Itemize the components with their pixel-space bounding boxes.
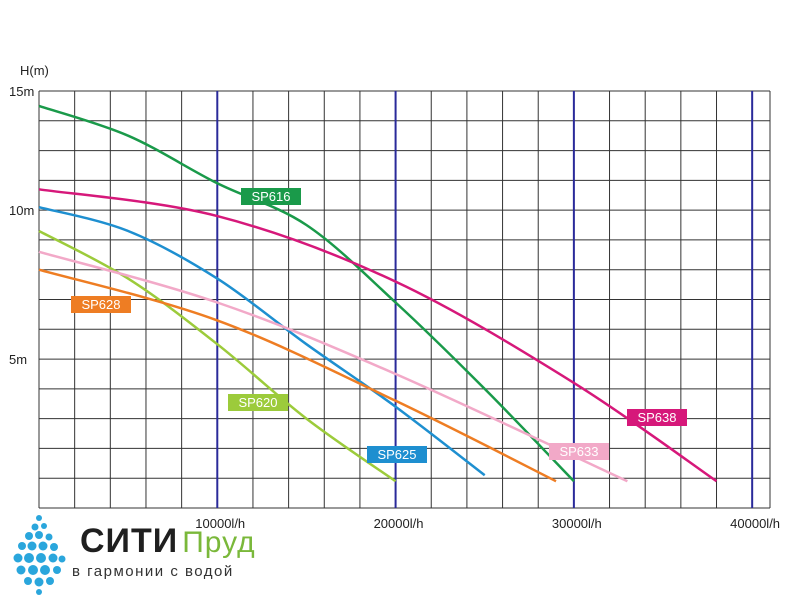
series-label-sp638: SP638 xyxy=(637,410,676,425)
series-label-sp633: SP633 xyxy=(559,444,598,459)
series-curves xyxy=(38,104,718,483)
series-label-sp620: SP620 xyxy=(238,395,277,410)
series-line-sp616 xyxy=(38,104,575,483)
series-label-bg-sp616 xyxy=(241,188,301,205)
series-line-sp625 xyxy=(38,205,486,477)
series-label-bg-sp628 xyxy=(71,296,131,313)
y-tick-label: 15m xyxy=(9,84,34,99)
series-line-sp633 xyxy=(38,250,628,483)
x-tick-label: 20000l/h xyxy=(374,516,424,531)
series-line-sp620 xyxy=(38,229,397,483)
series-labels: SP616 SP638 SP625 SP620 SP633 SP628 xyxy=(71,188,687,463)
grid xyxy=(38,90,771,509)
series-label-bg-sp620 xyxy=(228,394,288,411)
x-tick-label: 10000l/h xyxy=(195,516,245,531)
series-label-bg-sp638 xyxy=(627,409,687,426)
y-axis-label: H(m) xyxy=(20,63,49,78)
series-label-bg-sp625 xyxy=(367,446,427,463)
series-label-sp625: SP625 xyxy=(377,447,416,462)
series-line-sp638 xyxy=(38,188,718,483)
y-tick-label: 5m xyxy=(9,352,27,367)
series-label-bg-sp633 xyxy=(549,443,609,460)
logo-word-2: Пруд xyxy=(182,526,256,559)
series-label-sp628: SP628 xyxy=(81,297,120,312)
axes: H(m) 5m 10m 15m 10000l/h 20000l/h 30000l/h 400… xyxy=(9,63,780,531)
logo: СИТИ Пруд в гармонии с водой xyxy=(8,508,308,596)
series-label-sp616: SP616 xyxy=(251,189,290,204)
logo-tagline: в гармонии с водой xyxy=(72,563,234,580)
y-tick-label: 10m xyxy=(9,203,34,218)
logo-word-1: СИТИ xyxy=(80,522,179,560)
x-tick-label: 30000l/h xyxy=(552,516,602,531)
water-drop-icon xyxy=(13,515,66,595)
logo-wordmark: СИТИ Пруд xyxy=(80,522,256,561)
series-line-sp628 xyxy=(38,268,557,483)
x-tick-label: 40000l/h xyxy=(730,516,780,531)
